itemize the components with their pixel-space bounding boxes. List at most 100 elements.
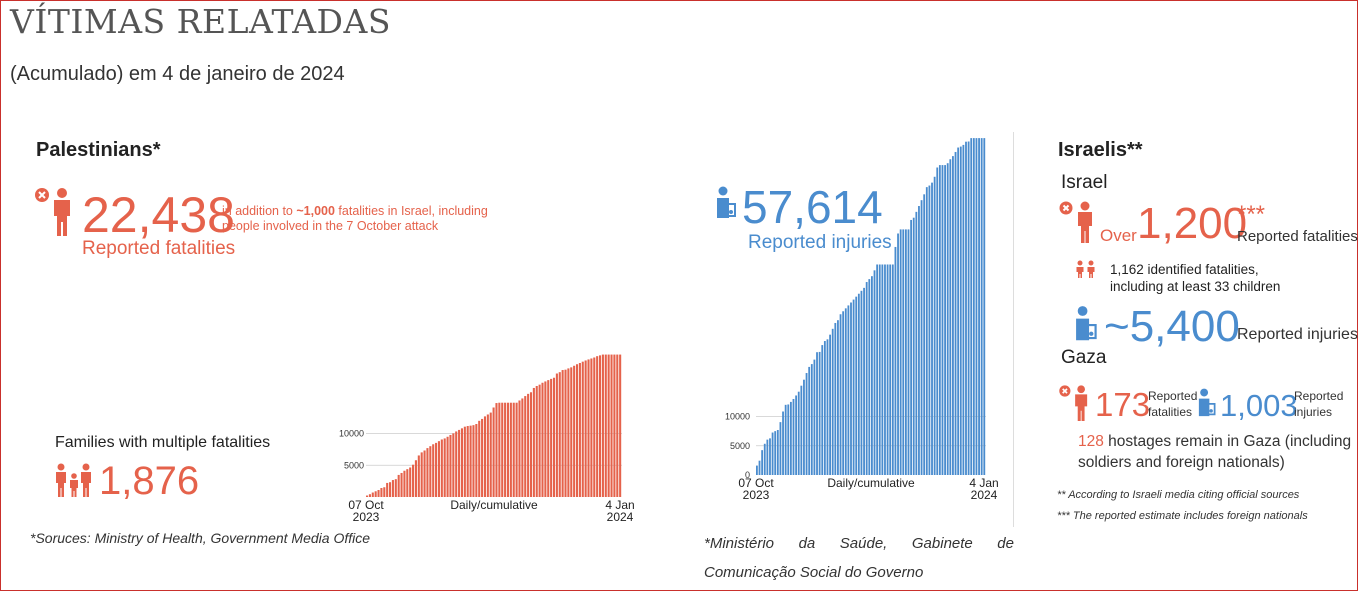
- bar: [501, 402, 504, 497]
- bar: [805, 373, 808, 475]
- x-end-year: 2024: [607, 510, 634, 524]
- x-start-label: 07 Oct: [738, 476, 774, 490]
- bar: [881, 264, 884, 475]
- families-heading: Families with multiple fatalities: [55, 434, 271, 451]
- bar: [483, 416, 487, 497]
- bar: [889, 264, 892, 475]
- bar: [944, 165, 946, 475]
- bar: [902, 229, 905, 475]
- bar: [391, 480, 394, 497]
- bar: [558, 372, 561, 497]
- bar: [489, 412, 492, 497]
- bar: [808, 366, 811, 475]
- children-icon: [1076, 260, 1095, 278]
- bar: [837, 320, 839, 475]
- x-axis-label: Daily/cumulative: [450, 498, 538, 512]
- bar: [529, 392, 533, 497]
- bar: [970, 138, 973, 475]
- bar: [965, 141, 967, 475]
- palestinians-heading: Palestinians*: [36, 139, 161, 161]
- bar: [928, 185, 931, 475]
- bar: [495, 403, 498, 497]
- palestinian-fatalities-label: Reported fatalities: [82, 238, 236, 259]
- bar: [380, 488, 383, 497]
- bar: [912, 217, 915, 475]
- hostages-text: hostages remain in Gaza (including: [1103, 433, 1352, 450]
- bar: [839, 314, 842, 475]
- bar: [366, 495, 369, 497]
- injuries-value: 57,614: [742, 181, 883, 233]
- bar: [931, 182, 933, 475]
- bar: [891, 264, 894, 475]
- bar: [980, 138, 983, 475]
- gaza-heading: Gaza: [1061, 347, 1107, 368]
- bar: [550, 378, 553, 497]
- bar: [578, 362, 581, 497]
- bar: [386, 482, 389, 497]
- bar: [472, 425, 475, 497]
- bar: [619, 354, 622, 497]
- bar: [959, 146, 962, 475]
- bar: [509, 402, 512, 497]
- bar: [498, 402, 501, 497]
- bar: [936, 167, 939, 475]
- bar: [616, 354, 619, 497]
- bar: [774, 431, 777, 475]
- bar: [552, 377, 556, 497]
- bar: [593, 357, 596, 497]
- hostages-line1: 128 hostages remain in Gaza (including: [1078, 433, 1351, 451]
- bar: [847, 305, 850, 475]
- bar: [532, 387, 535, 497]
- bar: [823, 341, 826, 475]
- israelis-heading: Israelis**: [1058, 139, 1143, 161]
- bar: [803, 379, 805, 475]
- bar: [983, 138, 986, 475]
- bar: [449, 434, 452, 497]
- person-cross-icon: [35, 188, 70, 236]
- x-start-year: 2023: [353, 510, 380, 524]
- gaza-injuries-label2: injuries: [1294, 405, 1333, 419]
- bar: [766, 439, 769, 475]
- bar: [575, 364, 579, 497]
- bar: [876, 264, 879, 475]
- bar: [409, 467, 412, 497]
- bar: [907, 229, 910, 475]
- bar: [443, 438, 446, 497]
- bar: [831, 328, 834, 475]
- bar: [504, 402, 507, 497]
- page-title: VÍTIMAS RELATADAS: [10, 2, 391, 41]
- bar: [771, 432, 774, 475]
- bar: [967, 141, 970, 476]
- bar: [938, 165, 941, 475]
- bar: [538, 384, 541, 497]
- palestinian-fatalities-value: 22,438: [82, 187, 235, 243]
- bar: [492, 407, 495, 497]
- bar: [458, 429, 461, 497]
- bar: [834, 322, 837, 475]
- bar: [933, 176, 936, 475]
- bar: [816, 352, 818, 475]
- page-subtitle: (Acumulado) em 4 de janeiro de 2024: [10, 63, 345, 85]
- bar: [601, 354, 604, 497]
- bar: [850, 302, 852, 475]
- bar: [884, 264, 886, 475]
- israel-injuries-label: Reported injuries: [1237, 326, 1358, 343]
- bar: [789, 401, 792, 475]
- bar: [923, 194, 926, 476]
- bar: [818, 351, 821, 475]
- injured-person-icon: [1076, 306, 1097, 341]
- bar: [857, 293, 860, 475]
- bar: [581, 361, 584, 497]
- bar: [570, 367, 573, 497]
- bar: [899, 229, 902, 475]
- bar: [863, 287, 865, 475]
- bar: [544, 381, 547, 497]
- bar: [406, 469, 409, 497]
- bar: [478, 420, 481, 497]
- bar: [486, 414, 489, 497]
- bar: [590, 358, 593, 497]
- x-end-label: 4 Jan: [605, 498, 634, 512]
